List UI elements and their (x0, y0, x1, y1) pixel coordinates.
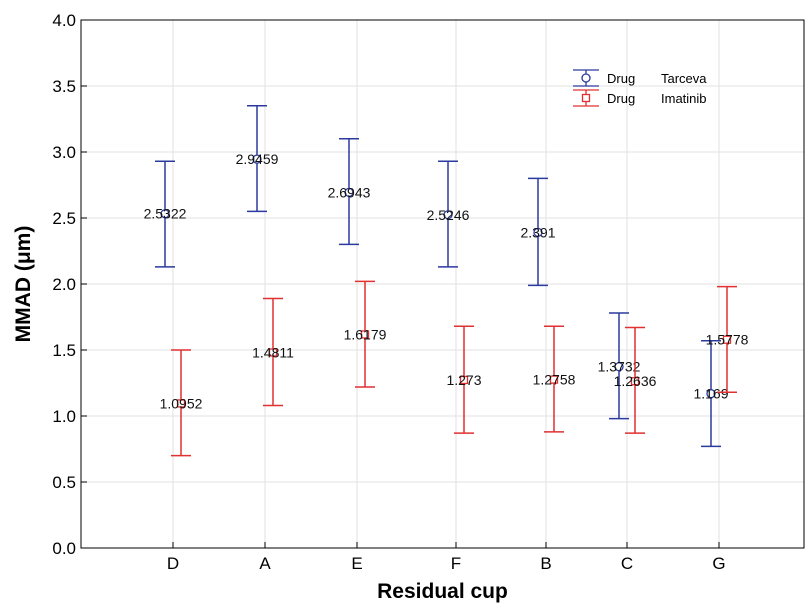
data-label: 1.6179 (344, 326, 387, 342)
data-label: 1.4811 (252, 344, 294, 360)
data-point (344, 187, 354, 198)
data-point (722, 335, 732, 344)
y-tick-label: 3.0 (52, 143, 76, 162)
y-tick-label: 3.5 (52, 77, 76, 96)
x-tick-label: E (351, 554, 362, 573)
y-tick-label: 1.5 (52, 341, 76, 360)
x-tick-label: G (712, 554, 725, 573)
x-tick-label: D (167, 554, 179, 573)
data-label: 1.2758 (533, 372, 576, 388)
x-tick-label: C (621, 554, 633, 573)
data-label: 2.5322 (144, 206, 187, 222)
y-tick-label: 0.0 (52, 539, 76, 558)
legend-label: Drug (607, 91, 635, 106)
y-axis: 0.0 0.5 1.0 1.5 2.0 2.5 3.0 3.5 4.0 (52, 11, 87, 558)
y-tick-label: 0.5 (52, 473, 76, 492)
legend-label-suffix: Imatinib (661, 91, 707, 106)
legend-marker (581, 73, 591, 83)
legend-label: Drug (607, 71, 635, 86)
y-tick-label: 1.0 (52, 407, 76, 426)
data-point (443, 210, 453, 220)
data-point (630, 377, 640, 386)
series-imatinib: 1.0952 1.4811 1.6179 1.273 1.2758 1.2636 1.577… (160, 280, 749, 457)
y-tick-label: 4.0 (52, 11, 76, 30)
data-label: 2.6943 (328, 184, 371, 200)
series-tarceva: 2.5322 2.9459 2.6943 2.5246 2.391 1.3732 1.169 (144, 105, 729, 448)
data-point (360, 330, 370, 339)
y-axis-title: MMAD (μm) (12, 226, 35, 343)
grid (81, 19, 804, 549)
data-label: 1.0952 (160, 395, 203, 411)
data-label: 1.273 (446, 372, 481, 388)
data-point (614, 362, 624, 372)
legend-marker (581, 93, 591, 103)
data-label: 1.3732 (598, 359, 641, 375)
y-tick-label: 2.5 (52, 209, 76, 228)
data-label: 1.2636 (614, 373, 657, 389)
x-tick-label: A (259, 554, 271, 573)
data-point (252, 154, 262, 164)
data-label: 2.391 (520, 224, 555, 240)
legend-item-tarceva: Drug Tarceva (573, 69, 707, 87)
data-label: 1.5778 (706, 332, 749, 348)
data-point (160, 209, 170, 219)
data-point (459, 375, 469, 385)
x-tick-label: B (540, 554, 551, 573)
data-point (176, 399, 186, 408)
data-point (533, 227, 543, 238)
legend: Drug Tarceva Drug Imatinib (573, 69, 707, 107)
x-axis-title: Residual cup (377, 580, 508, 603)
x-tick-label: F (451, 554, 461, 573)
legend-item-imatinib: Drug Imatinib (573, 89, 707, 107)
data-point (268, 348, 278, 357)
data-label: 2.5246 (427, 207, 470, 223)
y-tick-label: 2.0 (52, 275, 76, 294)
legend-label-suffix: Tarceva (661, 71, 707, 86)
data-point (549, 375, 559, 384)
series-layer: 2.5322 2.9459 2.6943 2.5246 2.391 1.3732 1.169… (144, 105, 749, 457)
data-label: 2.9459 (236, 151, 279, 167)
data-label: 1.169 (693, 386, 728, 402)
data-point (706, 389, 716, 399)
